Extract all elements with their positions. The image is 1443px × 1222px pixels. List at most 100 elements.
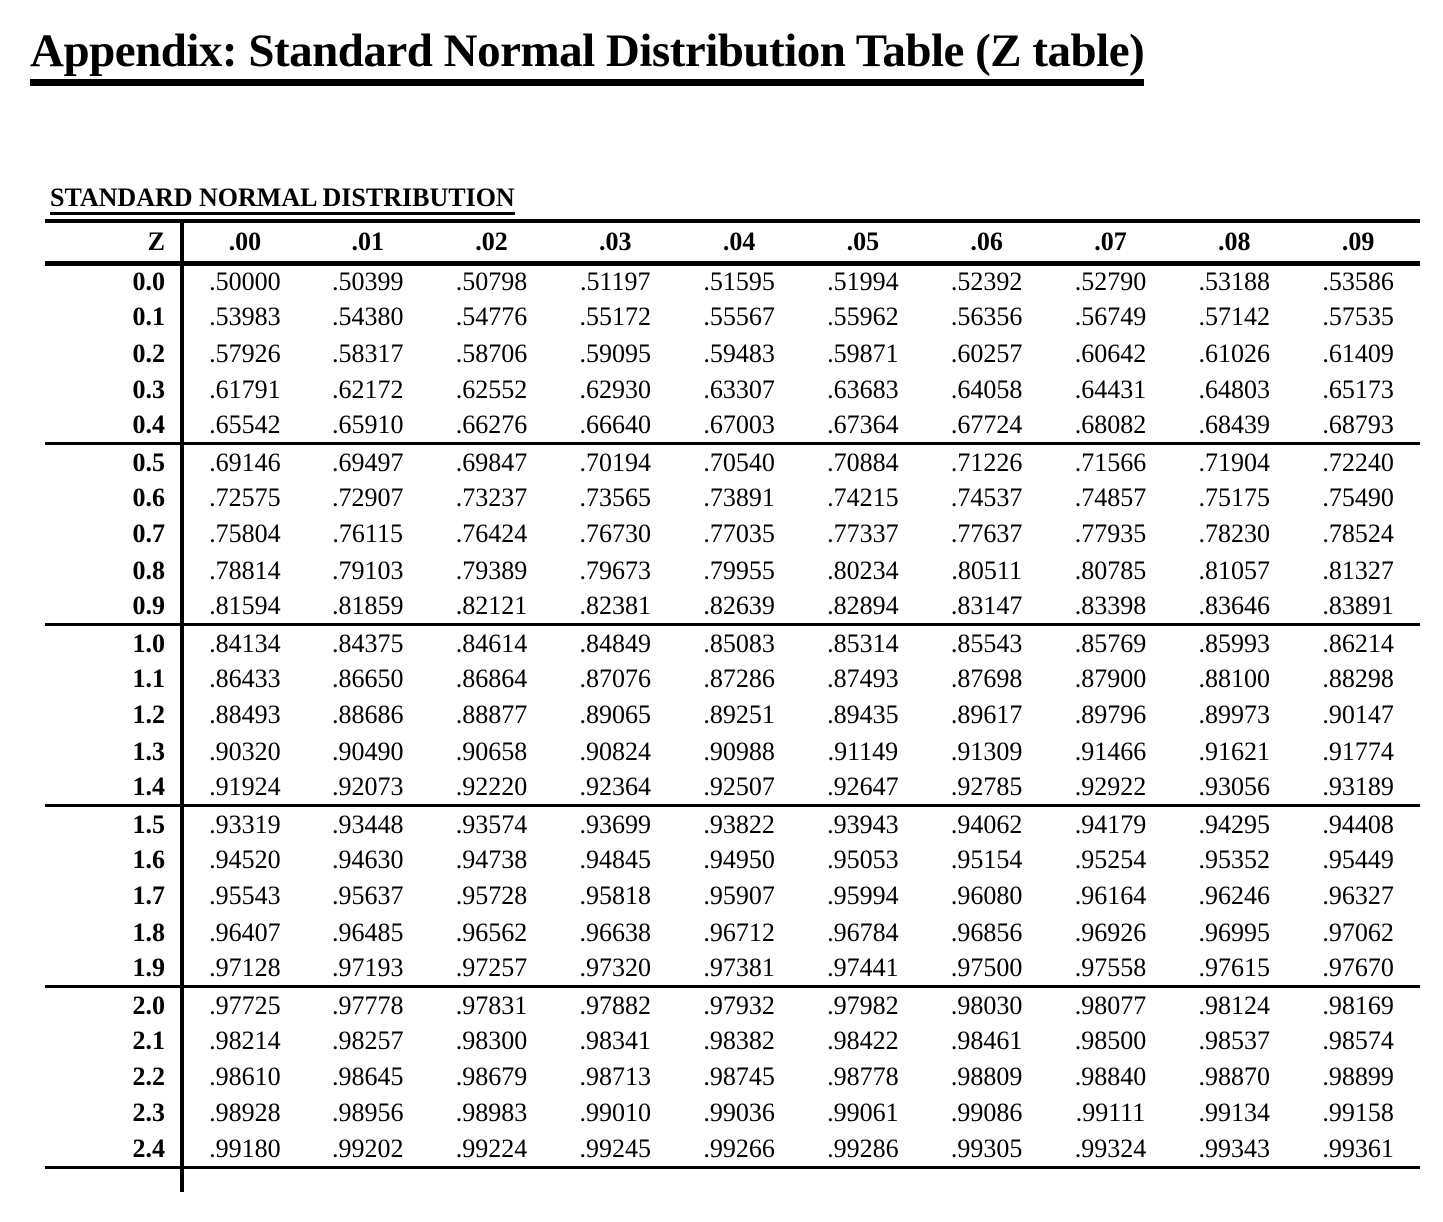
probability-cell: .99343 xyxy=(1198,1133,1271,1163)
probability-cell: .65910 xyxy=(331,410,404,440)
z-table: Z .00 .01 .02 .03 .04 .05 .06 .07 .08 .09 0.0 .500… xyxy=(45,219,1420,1193)
z-label: 0.6 xyxy=(45,480,184,517)
probability-cell: .81327 xyxy=(1322,555,1394,585)
probability-cell: .96164 xyxy=(1074,881,1147,911)
probability-cell: .99286 xyxy=(827,1133,899,1163)
probability-cell: .99245 xyxy=(579,1133,652,1163)
probability-cell: .93319 xyxy=(209,809,281,839)
column-header: .06 xyxy=(970,226,1003,256)
z-label: 2.3 xyxy=(45,1095,184,1132)
table-row: 0.4 .65542 .65910 .66276 .66640 .67003 .67364.… xyxy=(45,407,1420,444)
table-row: 2.1 .98214 .98257 .98300 .98341 .98382 .98422.… xyxy=(45,1022,1420,1060)
probability-cell: .98214 xyxy=(209,1026,281,1056)
probability-cell: .50399 xyxy=(331,267,404,297)
probability-cell: .97778 xyxy=(331,990,404,1020)
table-row: 1.1 .86433 .86650 .86864 .87076 .87286 .87493.… xyxy=(45,661,1420,698)
probability-cell: .79673 xyxy=(579,555,652,585)
probability-cell: .99361 xyxy=(1322,1133,1394,1163)
probability-cell: .97982 xyxy=(827,990,899,1020)
probability-cell: .64803 xyxy=(1198,374,1271,404)
probability-cell: .82639 xyxy=(703,591,775,621)
column-header: .05 xyxy=(846,226,880,256)
probability-cell: .98809 xyxy=(950,1062,1023,1092)
probability-cell: .69146 xyxy=(209,447,281,477)
probability-cell: .99036 xyxy=(703,1098,775,1128)
probability-cell: .66276 xyxy=(455,410,528,440)
probability-cell: .78524 xyxy=(1322,519,1394,549)
probability-cell: .52392 xyxy=(950,267,1023,297)
probability-cell: .92785 xyxy=(950,772,1023,802)
probability-cell: .96926 xyxy=(1074,917,1147,947)
z-label: 2.2 xyxy=(45,1059,184,1096)
probability-cell: .76730 xyxy=(579,519,652,549)
table-row: 1.7 .95543 .95637 .95728 .95818 .95907 .95994.… xyxy=(45,878,1420,915)
z-label: 1.7 xyxy=(45,878,184,915)
probability-cell: .86433 xyxy=(209,664,281,694)
probability-cell: .93574 xyxy=(455,809,528,839)
probability-cell: .94738 xyxy=(455,845,528,875)
probability-cell: .95543 xyxy=(209,881,281,911)
probability-cell: .97128 xyxy=(209,952,281,982)
probability-cell: .98610 xyxy=(209,1062,281,1092)
title-block: Appendix: Standard Normal Distribution T… xyxy=(30,26,1443,86)
table-body: 0.0 .50000 .50399 .50798 .51197 .51595 .51994.… xyxy=(45,263,1420,1168)
probability-cell: .76115 xyxy=(332,519,403,549)
probability-cell: .88298 xyxy=(1322,664,1394,694)
probability-cell: .90320 xyxy=(209,736,281,766)
column-header: .07 xyxy=(1094,226,1127,256)
probability-cell: .95352 xyxy=(1198,845,1271,875)
probability-cell: .99224 xyxy=(455,1133,528,1163)
probability-cell: .92507 xyxy=(703,772,775,802)
probability-cell: .97320 xyxy=(579,952,652,982)
probability-cell: .75175 xyxy=(1198,483,1271,513)
table-row: 0.7 .75804 .76115 .76424 .76730 .77035 .77337.… xyxy=(45,516,1420,553)
page-title: Appendix: Standard Normal Distribution T… xyxy=(30,26,1145,86)
probability-cell: .98300 xyxy=(455,1026,528,1056)
column-header: .00 xyxy=(228,226,262,256)
z-label: 1.0 xyxy=(45,624,184,662)
probability-cell: .90824 xyxy=(579,736,652,766)
probability-cell: .98461 xyxy=(950,1026,1023,1056)
probability-cell: .78230 xyxy=(1198,519,1271,549)
probability-cell: .53586 xyxy=(1322,267,1394,297)
probability-cell: .57142 xyxy=(1198,302,1271,332)
probability-cell: .69497 xyxy=(331,447,404,477)
z-label: 2.1 xyxy=(45,1022,184,1060)
probability-cell: .71566 xyxy=(1074,447,1147,477)
probability-cell: .56356 xyxy=(950,302,1023,332)
probability-cell: .98537 xyxy=(1198,1026,1271,1056)
table-row: 0.6 .72575 .72907 .73237 .73565 .73891 .74215.… xyxy=(45,480,1420,517)
probability-cell: .51994 xyxy=(827,267,899,297)
probability-cell: .64058 xyxy=(950,374,1023,404)
probability-cell: .97062 xyxy=(1322,917,1394,947)
probability-cell: .78814 xyxy=(209,555,281,585)
probability-cell: .73565 xyxy=(579,483,652,513)
z-label: 1.1 xyxy=(45,661,184,698)
probability-cell: .95907 xyxy=(703,881,775,911)
probability-cell: .96407 xyxy=(209,917,281,947)
table-row: 1.8 .96407 .96485 .96562 .96638 .96712 .96784.… xyxy=(45,914,1420,951)
probability-cell: .66640 xyxy=(579,410,652,440)
probability-cell: .96562 xyxy=(455,917,528,947)
probability-cell: .70540 xyxy=(703,447,775,477)
probability-cell: .74857 xyxy=(1074,483,1147,513)
probability-cell: .61791 xyxy=(209,374,281,404)
z-label: 0.2 xyxy=(45,335,184,372)
probability-cell: .55567 xyxy=(703,302,775,332)
probability-cell: .65542 xyxy=(209,410,281,440)
probability-cell: .80785 xyxy=(1074,555,1147,585)
probability-cell: .99111 xyxy=(1075,1098,1146,1128)
probability-cell: .68793 xyxy=(1322,410,1394,440)
probability-cell: .70194 xyxy=(579,447,652,477)
probability-cell: .91149 xyxy=(827,736,899,766)
probability-cell: .96995 xyxy=(1198,917,1271,947)
probability-cell: .57926 xyxy=(209,338,281,368)
probability-cell: .95449 xyxy=(1322,845,1394,875)
probability-cell: .83891 xyxy=(1322,591,1394,621)
probability-cell: .96327 xyxy=(1322,881,1394,911)
probability-cell: .90490 xyxy=(331,736,404,766)
probability-cell: .88100 xyxy=(1198,664,1271,694)
probability-cell: .79955 xyxy=(703,555,775,585)
probability-cell: .98713 xyxy=(579,1062,652,1092)
